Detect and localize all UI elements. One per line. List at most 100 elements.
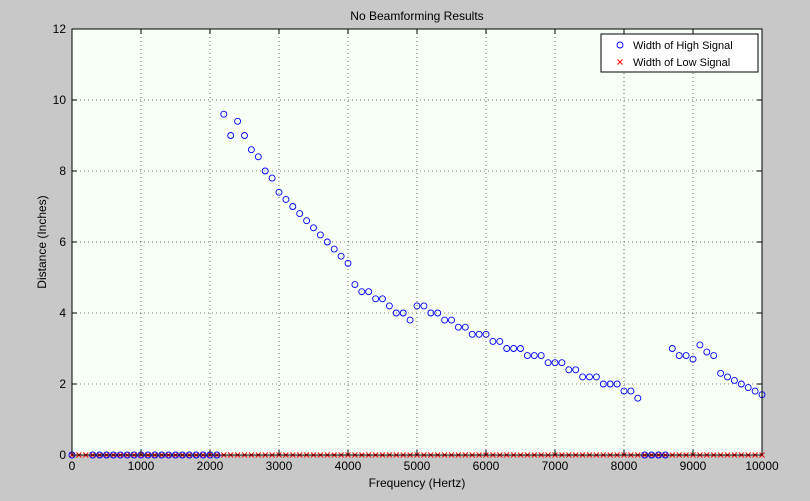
legend-marker-circle [616, 41, 624, 49]
chart-title: No Beamforming Results [350, 9, 483, 23]
y-tick-label: 2 [59, 377, 66, 391]
y-tick-label: 8 [59, 164, 66, 178]
data-point-high [316, 231, 324, 239]
data-point-high [627, 387, 635, 395]
data-point-high [282, 195, 290, 203]
data-point-high [261, 167, 269, 175]
data-point-high [303, 217, 311, 225]
data-point-high [620, 387, 628, 395]
data-point-high [496, 337, 504, 345]
data-point-high [544, 359, 552, 367]
data-point-high [434, 309, 442, 317]
data-point-high [717, 369, 725, 377]
y-tick-label: 0 [59, 448, 66, 462]
data-point-high [247, 146, 255, 154]
x-tick-label: 3000 [266, 459, 293, 473]
x-tick-label: 7000 [542, 459, 569, 473]
data-point-high [613, 380, 621, 388]
data-point-high [606, 380, 614, 388]
y-tick-label: 10 [53, 93, 67, 107]
data-point-high [696, 341, 704, 349]
data-point-high [275, 188, 283, 196]
data-point-high [323, 238, 331, 246]
data-point-high [241, 132, 248, 139]
data-point-high [599, 380, 607, 388]
data-point-high [558, 359, 566, 367]
x-tick-label: 1000 [128, 459, 155, 473]
data-point-high [392, 309, 400, 317]
data-point-high [330, 245, 338, 253]
legend: Width of High Signal Width of Low Signal [600, 33, 759, 73]
data-point-high [227, 132, 235, 139]
data-point-high [448, 316, 455, 324]
legend-marker-low [617, 59, 623, 65]
y-tick-label: 6 [59, 235, 66, 249]
data-point-high [724, 373, 731, 381]
data-point-high [517, 345, 524, 352]
data-point-high [420, 302, 428, 310]
data-point-high [296, 210, 304, 218]
data-point-high [572, 366, 580, 374]
grid-lines [72, 29, 762, 455]
data-point-high [289, 203, 297, 210]
data-point-high [454, 323, 462, 331]
x-axis-label: Frequency (Hertz) [369, 476, 466, 490]
data-point-high [703, 348, 711, 356]
data-point-high [668, 345, 676, 352]
data-point-high [379, 295, 386, 303]
data-point-high [510, 345, 518, 352]
data-point-high [337, 252, 345, 260]
data-point-high [710, 352, 718, 360]
data-point-high [399, 309, 407, 317]
y-axis-label: Distance (Inches) [35, 195, 49, 288]
x-tick-label: 6000 [473, 459, 500, 473]
data-point-high [586, 373, 593, 381]
x-tick-label: 4000 [335, 459, 362, 473]
data-point-high [413, 302, 421, 310]
data-point-high [220, 110, 228, 118]
data-point-high [475, 330, 483, 338]
data-point-high [351, 281, 359, 289]
data-point-high [730, 377, 738, 384]
data-point-high [385, 302, 393, 310]
data-point-high [530, 352, 538, 360]
data-point-high [427, 309, 435, 317]
x-tick-label: 0 [69, 459, 76, 473]
data-point-high [441, 316, 449, 324]
data-point-high [592, 373, 600, 381]
x-tick-label: 9000 [680, 459, 707, 473]
data-point-high [365, 288, 373, 296]
data-point-high [675, 352, 683, 360]
data-point-high [234, 117, 242, 125]
axis-ticks: 0 1000 2000 3000 4000 5000 6000 7000 8000 9000 100… [53, 22, 779, 473]
data-point-high [344, 259, 352, 267]
legend-marker-x [617, 59, 623, 65]
legend-label-low: Width of Low Signal [633, 57, 730, 69]
legend-marker-high [616, 41, 624, 49]
data-point-high [523, 352, 531, 360]
data-point-high [268, 174, 276, 182]
data-point-high [579, 373, 587, 381]
x-tick-label: 8000 [611, 459, 638, 473]
x-tick-label: 10000 [745, 459, 779, 473]
y-tick-label: 12 [53, 22, 67, 36]
data-point-high [682, 352, 690, 360]
data-point-high [489, 337, 497, 345]
data-point-high [372, 295, 380, 303]
legend-box [600, 33, 759, 73]
data-point-high [503, 345, 511, 352]
legend-label-high: Width of High Signal [633, 40, 733, 52]
data-point-high [310, 224, 317, 232]
data-point-high [751, 387, 759, 395]
data-point-high [468, 330, 476, 338]
data-point-high [551, 359, 559, 367]
y-tick-label: 4 [59, 306, 66, 320]
data-point-high [358, 288, 366, 296]
data-point-high [565, 366, 573, 374]
data-point-high [482, 330, 490, 338]
data-point-high [744, 384, 752, 391]
data-point-high [634, 394, 642, 402]
data-point-high [406, 316, 414, 324]
data-point-high [537, 352, 545, 360]
